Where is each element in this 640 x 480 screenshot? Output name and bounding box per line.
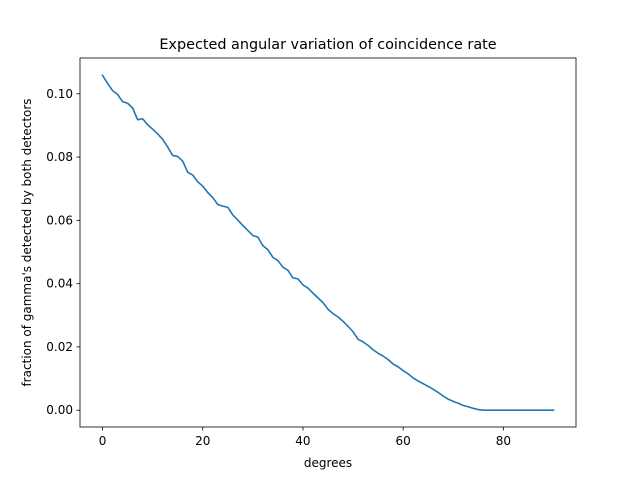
y-axis-label: fraction of gamma's detected by both det… bbox=[20, 98, 34, 386]
x-tick-label: 0 bbox=[99, 434, 107, 448]
y-tick-label: 0.06 bbox=[46, 213, 73, 227]
x-tick-label: 20 bbox=[195, 434, 210, 448]
plot-frame bbox=[79, 57, 577, 428]
y-tick-label: 0.10 bbox=[46, 87, 73, 101]
series-layer bbox=[101, 74, 555, 412]
x-axis-label: degrees bbox=[304, 456, 352, 470]
y-tick-label: 0.08 bbox=[46, 150, 73, 164]
plot-area bbox=[80, 58, 576, 427]
series-line bbox=[101, 74, 555, 412]
x-axis-ticks: 0 20 40 60 80 bbox=[99, 427, 511, 448]
y-tick-label: 0.02 bbox=[46, 340, 73, 354]
y-axis-ticks: 0.00 0.02 0.04 0.06 0.08 0.10 bbox=[46, 87, 80, 417]
x-tick-label: 40 bbox=[295, 434, 310, 448]
y-tick-label: 0.00 bbox=[46, 403, 73, 417]
x-tick-label: 60 bbox=[396, 434, 411, 448]
x-tick-label: 80 bbox=[496, 434, 511, 448]
y-tick-label: 0.04 bbox=[46, 277, 73, 291]
chart-title: Expected angular variation of coincidenc… bbox=[159, 37, 496, 53]
